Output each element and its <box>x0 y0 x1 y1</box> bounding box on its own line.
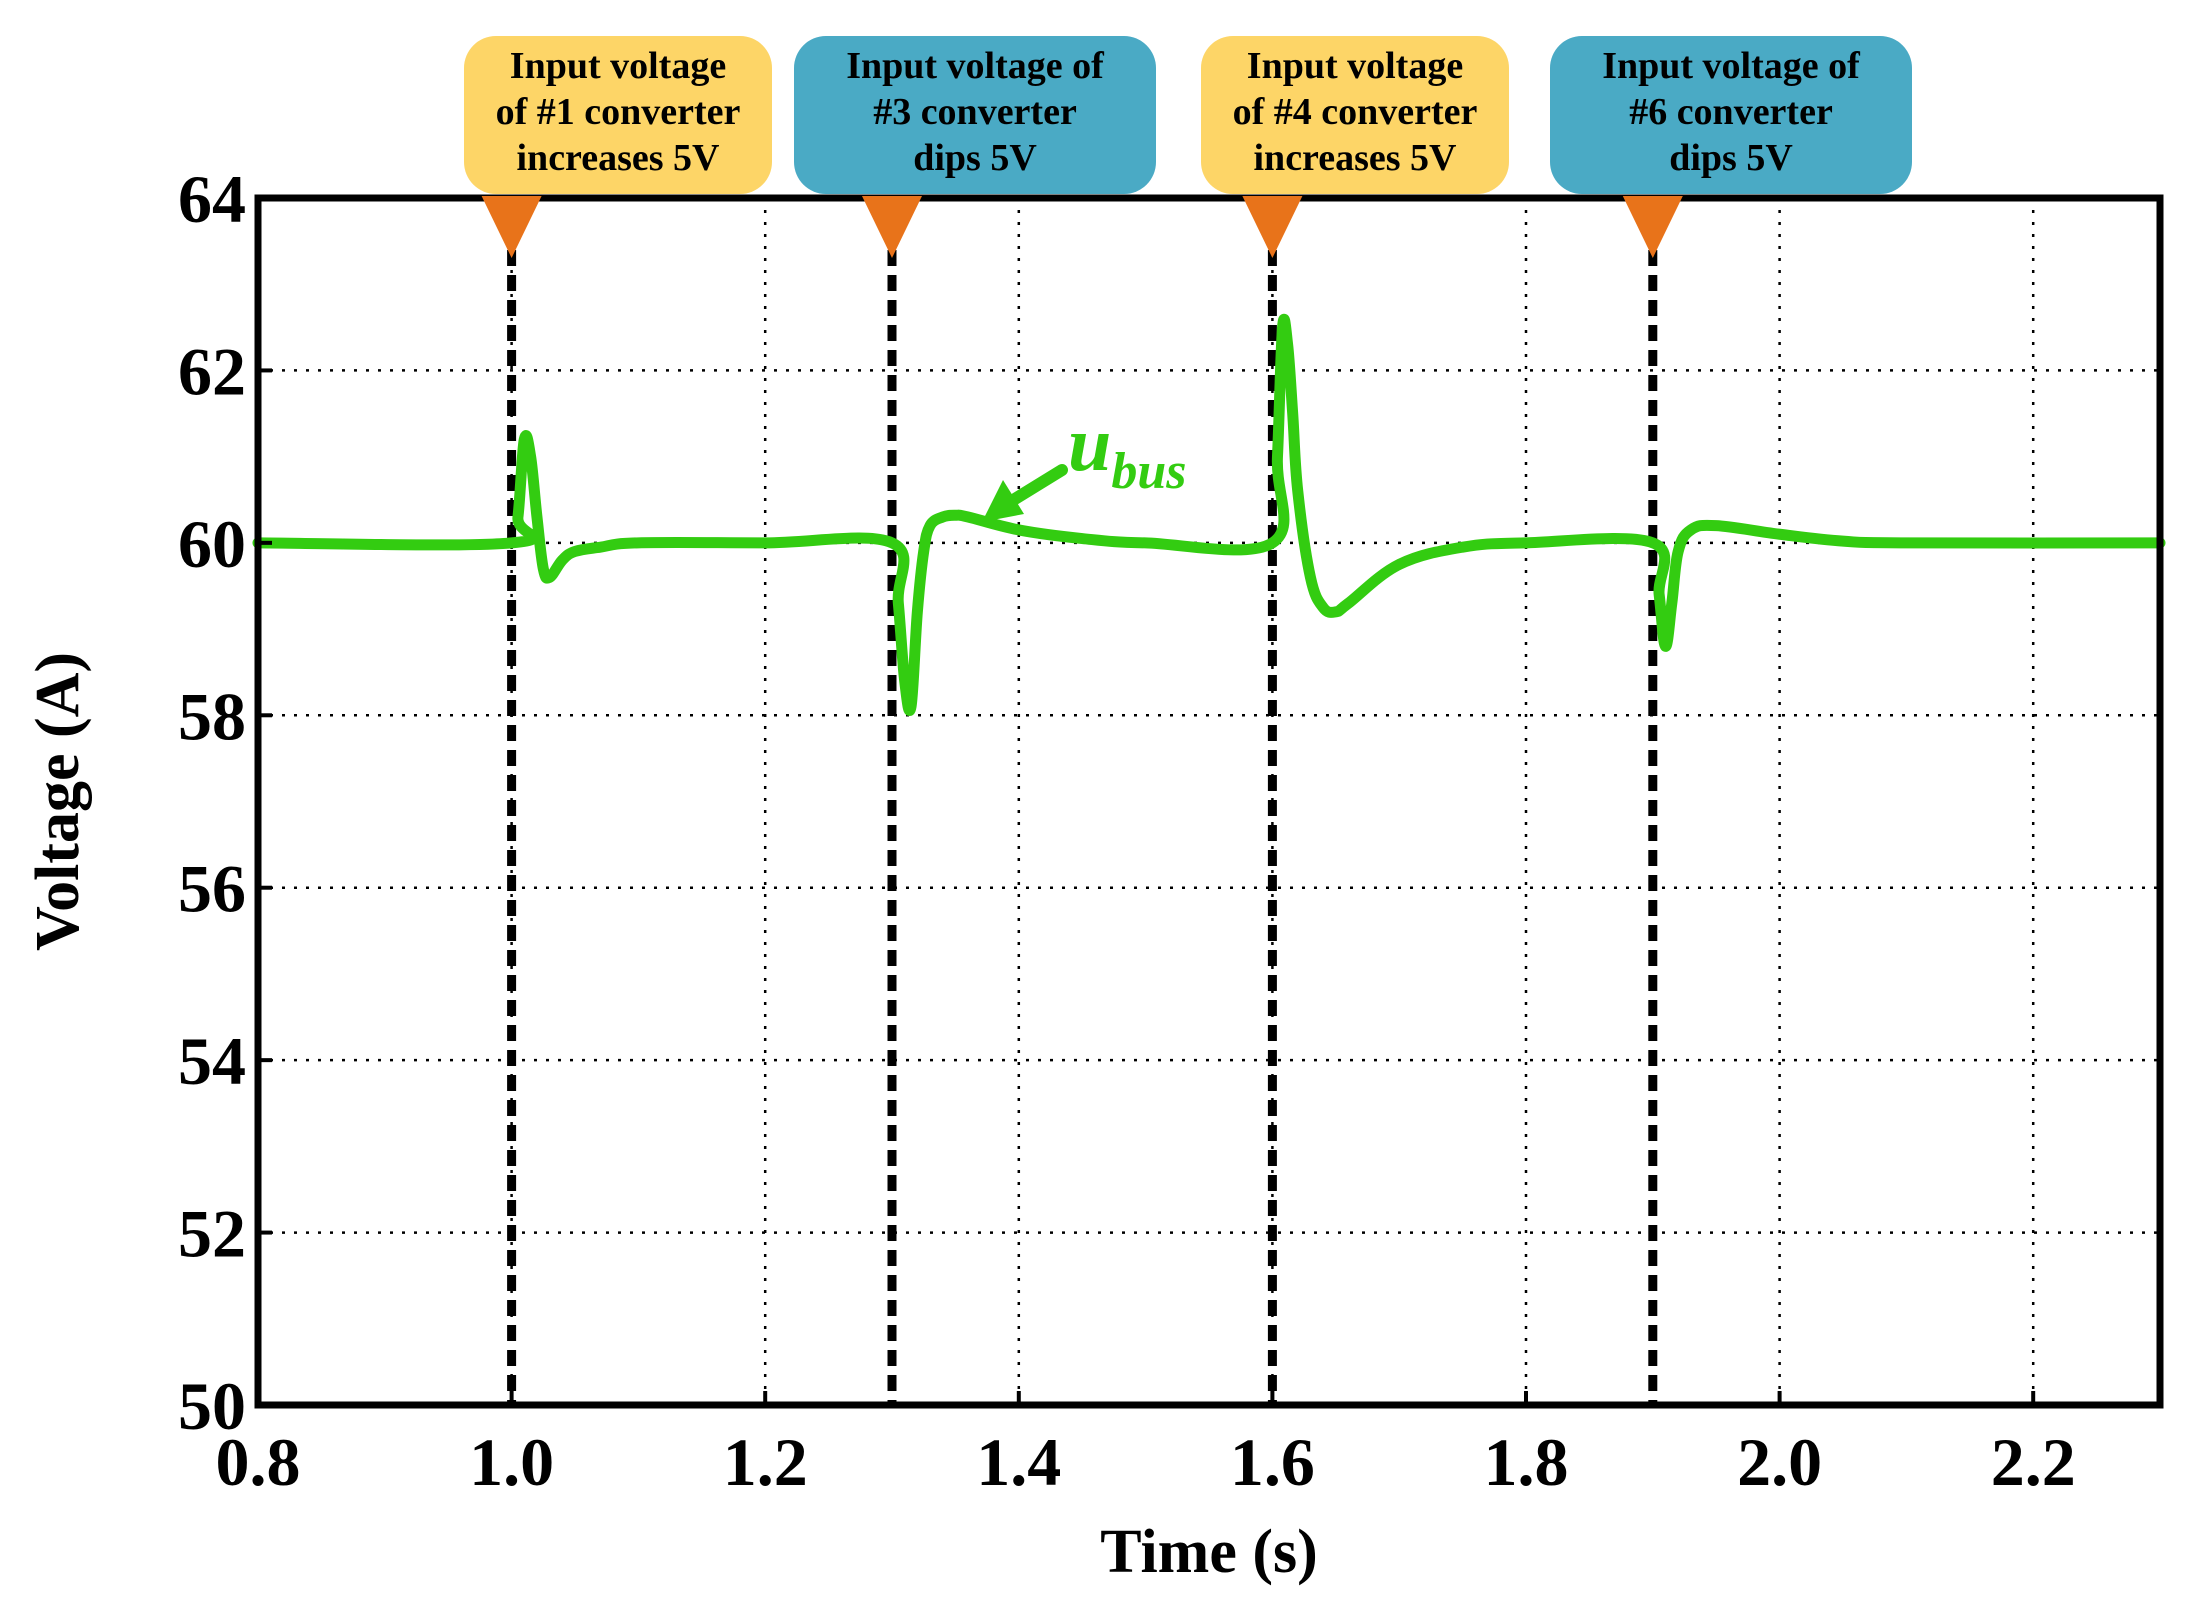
event-callout-box <box>794 36 1156 194</box>
series-label-arrow-shaft <box>1004 464 1068 508</box>
x-tick-label: 2.2 <box>1991 1424 2076 1500</box>
plot-frame <box>254 194 2164 1409</box>
y-tick-label: 60 <box>178 506 246 582</box>
axis-ticks: 0.8 1.0 1.2 1.4 1.6 1.8 2.0 2.2 50 52 54 56 58 60 62 64 <box>178 161 2076 1500</box>
event-marker <box>1242 196 1303 258</box>
x-tick-label: 1.4 <box>976 1424 1061 1500</box>
event-callout-text: #6 converter <box>1629 91 1833 133</box>
event-callout-text: #3 converter <box>873 91 1077 133</box>
y-tick-label: 58 <box>178 678 246 754</box>
y-tick-label: 64 <box>178 161 246 237</box>
event-callout-text: Input voltage <box>510 45 726 87</box>
grid <box>256 196 2160 1407</box>
y-tick-label: 52 <box>178 1196 246 1272</box>
event-marker <box>862 196 922 258</box>
y-tick-label: 50 <box>178 1368 246 1444</box>
event-callout-text: dips 5V <box>913 137 1037 179</box>
series-label-sub: bus <box>1111 443 1186 500</box>
event-callout-text: Input voltage of <box>1602 45 1861 87</box>
event-lines <box>507 250 1658 1405</box>
x-tick-label: 1.2 <box>723 1424 808 1500</box>
event-callout-box <box>1201 36 1509 194</box>
event-marker <box>1622 196 1683 258</box>
series-layer <box>252 313 2166 716</box>
series-label-ubus: ubus <box>1068 400 1187 500</box>
event-callout-text: Input voltage <box>1247 45 1463 87</box>
event-callout-text: of #1 converter <box>496 91 741 133</box>
y-tick-label: 62 <box>178 333 246 409</box>
series-annotation: ubus <box>982 400 1187 522</box>
series-line-u_bus <box>252 313 2166 716</box>
x-tick-label: 1.8 <box>1484 1424 1569 1500</box>
event-callout-box <box>1550 36 1912 194</box>
event-callout-box <box>464 36 772 194</box>
series-label-main: u <box>1068 400 1111 487</box>
event-callout-text: Input voltage of <box>846 45 1105 87</box>
y-tick-label: 56 <box>178 851 246 927</box>
x-tick-label: 1.0 <box>469 1424 554 1500</box>
x-tick-label: 2.0 <box>1737 1424 1822 1500</box>
y-tick-label: 54 <box>178 1023 246 1099</box>
series-label-arrow-head <box>982 480 1024 522</box>
event-callout-text: of #4 converter <box>1233 91 1478 133</box>
x-axis-title: Time (s) <box>1100 1518 1318 1586</box>
event-callout-text: increases 5V <box>1254 137 1458 179</box>
x-tick-label: 1.6 <box>1230 1424 1315 1500</box>
y-axis-title: Voltage (A) <box>24 652 92 951</box>
event-marker <box>481 196 542 258</box>
event-callout-text: dips 5V <box>1669 137 1793 179</box>
x-tick-label: 0.8 <box>216 1424 301 1500</box>
event-callout-text: increases 5V <box>517 137 721 179</box>
